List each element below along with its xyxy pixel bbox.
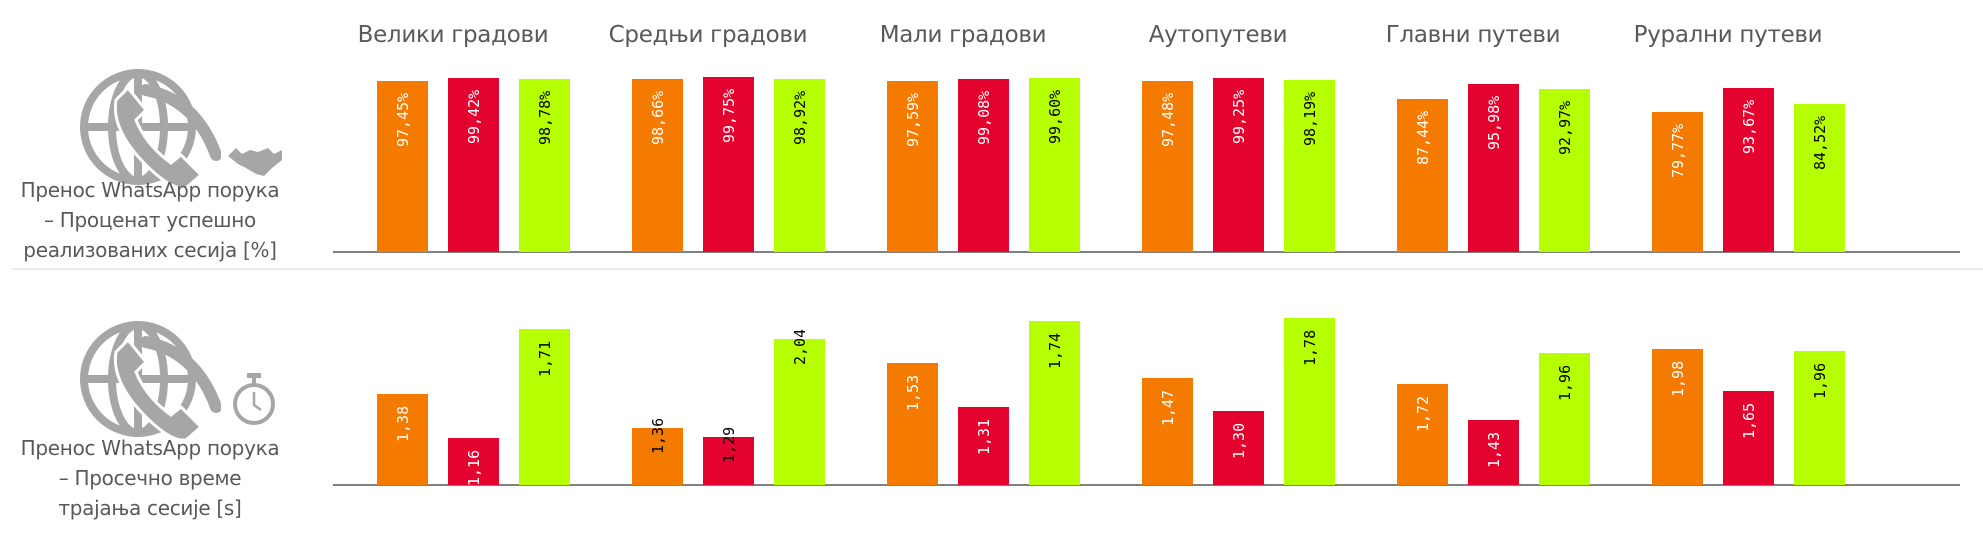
bar-percent [1652, 112, 1703, 252]
row-label-line: Пренос WhatsApp порука [20, 178, 280, 202]
bar-duration [1723, 391, 1774, 485]
bar-duration [703, 436, 754, 485]
bar-duration [958, 407, 1009, 485]
data-label: 92,97% [1556, 101, 1574, 156]
data-label: 1,65 [1740, 403, 1758, 440]
bar-duration [1397, 383, 1448, 485]
data-label: 1,30 [1230, 423, 1248, 460]
bar-duration [774, 339, 825, 485]
data-label: 1,38 [394, 405, 412, 442]
data-label: 1,31 [975, 418, 993, 455]
data-label: 99,08% [975, 90, 993, 145]
data-label: 84,52% [1811, 115, 1829, 171]
bar-percent [887, 81, 938, 252]
row-label-line: реализованих сесија [%] [23, 238, 277, 262]
category-title: Главни путеви [1385, 22, 1561, 48]
data-label: 1,16 [465, 449, 483, 486]
bar-percent [1284, 80, 1335, 252]
bar-percent [1029, 77, 1080, 252]
data-label: 1,71 [536, 340, 554, 377]
data-label: 79,77% [1669, 124, 1687, 179]
data-label: 98,66% [649, 91, 667, 146]
bar-percent [1468, 84, 1519, 252]
axis-line-duration [333, 484, 1960, 486]
data-label: 99,25% [1230, 90, 1248, 145]
row-label-line: – Проценат успешно [43, 208, 256, 232]
bar-duration [448, 437, 499, 485]
bar-duration [519, 328, 570, 485]
bar-duration [1142, 378, 1193, 485]
data-label: 98,78% [536, 90, 554, 146]
bar-percent [958, 78, 1009, 252]
globe-phone-icon [80, 69, 221, 190]
bar-percent [1142, 81, 1193, 252]
data-label: 99,42% [465, 89, 483, 144]
category-title: Аутопутеви [1148, 22, 1288, 48]
row-label-line: – Просечно време [58, 466, 242, 490]
data-label: 1,36 [649, 417, 667, 454]
bar-duration [1468, 420, 1519, 485]
data-label: 87,44% [1414, 110, 1432, 165]
data-label: 97,45% [394, 93, 412, 148]
bar-duration [1029, 321, 1080, 485]
data-label: 99,75% [720, 89, 738, 144]
data-label: 1,53 [904, 374, 922, 411]
bar-duration [1213, 411, 1264, 485]
globe-phone-icon [80, 321, 221, 442]
data-label: 1,78 [1301, 330, 1319, 367]
row-label-line: трајања сесије [s] [58, 496, 242, 520]
data-label: 1,98 [1669, 360, 1687, 397]
data-label: 95,98% [1485, 95, 1503, 151]
row-label-line: Пренос WhatsApp порука [20, 436, 280, 460]
data-label: 1,96 [1811, 363, 1829, 400]
bar-percent [519, 79, 570, 252]
bar-percent [1397, 98, 1448, 252]
bar-percent [1723, 88, 1774, 252]
bar-duration [632, 427, 683, 485]
data-label: 1,47 [1159, 390, 1177, 427]
data-label: 1,43 [1485, 432, 1503, 469]
data-label: 1,29 [720, 426, 738, 463]
bar-duration [1794, 351, 1845, 485]
bar-duration [887, 363, 938, 485]
data-label: 93,67% [1740, 99, 1758, 155]
bar-duration [1652, 348, 1703, 485]
stopwatch-icon [233, 373, 275, 425]
axis-line-percent [333, 251, 1960, 253]
row-label-percent: Пренос WhatsApp порука – Проценат успешн… [0, 175, 300, 265]
category-title: Средњи градови [608, 22, 808, 48]
bar-duration [1284, 318, 1335, 485]
data-label: 97,48% [1159, 93, 1177, 148]
data-label: 1,72 [1414, 395, 1432, 432]
data-label: 97,59% [904, 93, 922, 148]
category-title: Велики градови [357, 22, 549, 48]
data-label: 98,19% [1301, 91, 1319, 147]
bar-percent [1213, 78, 1264, 252]
handshake-icon [228, 148, 282, 176]
bar-duration [1539, 353, 1590, 485]
bar-percent [377, 81, 428, 252]
bar-percent [774, 78, 825, 252]
row-label-duration: Пренос WhatsApp порука – Просечно време … [0, 433, 300, 523]
data-label: 1,96 [1556, 365, 1574, 402]
data-label: 2,04 [791, 329, 809, 366]
data-label: 98,92% [791, 90, 809, 145]
bar-percent [1794, 104, 1845, 252]
bar-percent [632, 79, 683, 252]
data-label: 99,60% [1046, 89, 1064, 144]
row-separator [12, 268, 1983, 270]
category-title: Рурални путеви [1633, 22, 1823, 48]
category-title: Мали градови [879, 22, 1047, 48]
data-label: 1,74 [1046, 332, 1064, 369]
bar-percent [703, 77, 754, 252]
bar-percent [1539, 89, 1590, 252]
bar-percent [448, 78, 499, 252]
bar-duration [377, 393, 428, 485]
